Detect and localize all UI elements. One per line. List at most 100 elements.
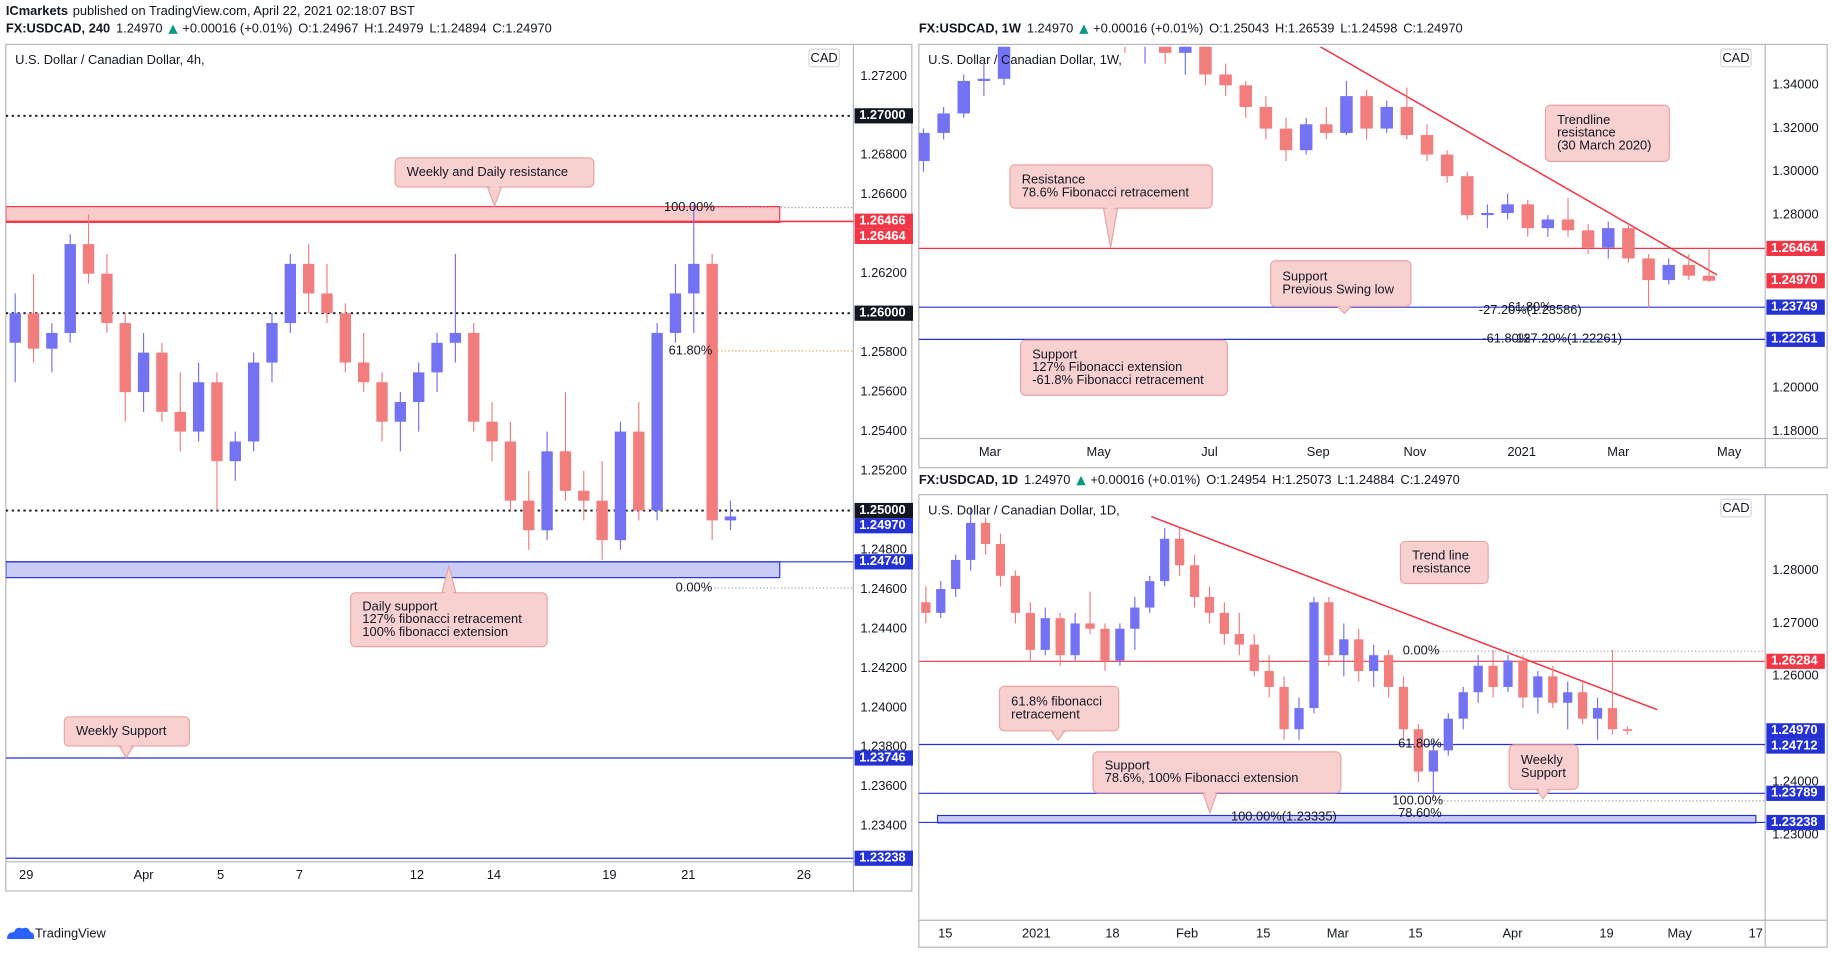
candle-body xyxy=(357,362,370,383)
y-tick-label: 1.23800 xyxy=(860,739,906,754)
candle-body xyxy=(1702,275,1716,281)
ohlc-label: C: xyxy=(492,21,505,36)
candle-body xyxy=(541,451,553,531)
price-label: 1.24712 xyxy=(1771,737,1817,752)
y-tick-label: 1.30000 xyxy=(1772,163,1818,178)
price-label: 1.24970 xyxy=(1771,722,1817,737)
price-label-box xyxy=(854,228,913,245)
ohlc-label: H: xyxy=(1275,21,1288,36)
x-tick-label: 19 xyxy=(1599,926,1613,941)
price-label: 1.27000 xyxy=(859,107,905,122)
ohlc-label: L: xyxy=(1337,472,1348,487)
callout-text: Trendline xyxy=(1557,112,1610,127)
candle-body xyxy=(1204,596,1215,613)
y-tick-label: 1.27000 xyxy=(1772,615,1818,630)
candle-body xyxy=(504,441,517,501)
symbol: FX:USDCAD, 1D xyxy=(919,472,1018,487)
candle-body xyxy=(1025,612,1035,650)
y-tick-label: 1.25200 xyxy=(860,462,906,477)
candle-body xyxy=(1174,538,1185,566)
ohlc-value: 1.26539 xyxy=(1288,21,1334,36)
candle-body xyxy=(1503,660,1513,687)
x-tick-label: Apr xyxy=(1502,926,1523,941)
ohlc-value: 1.24884 xyxy=(1348,472,1394,487)
candle-body xyxy=(1533,676,1543,698)
candle-body xyxy=(633,431,645,511)
candle-body xyxy=(1420,135,1434,155)
candle-body xyxy=(1160,538,1170,582)
x-tick-label: 21 xyxy=(681,867,695,882)
candle-body xyxy=(27,313,40,349)
candle-body xyxy=(1481,212,1494,216)
price-label: 1.26466 xyxy=(859,213,905,228)
x-tick-label: Mar xyxy=(1607,444,1630,459)
ohlc-label: L: xyxy=(1340,21,1351,36)
callout-text: Support xyxy=(1032,346,1077,361)
trendline xyxy=(1319,46,1718,276)
y-tick-label: 1.18000 xyxy=(1772,423,1818,438)
price-label: 1.23238 xyxy=(859,850,905,865)
price-label: 1.24970 xyxy=(859,517,905,532)
callout-text: Resistance xyxy=(1022,171,1086,186)
callout-seam xyxy=(119,744,133,749)
callout-text: 78.6%, 100% Fibonacci extension xyxy=(1105,770,1299,785)
x-tick-label: 12 xyxy=(410,867,424,882)
x-tick-label: 29 xyxy=(19,867,33,882)
x-tick-label: Sep xyxy=(1307,444,1330,459)
candle-body xyxy=(1294,708,1304,730)
candle-body xyxy=(302,263,315,294)
symbol: FX:USDCAD, 1W xyxy=(919,21,1022,36)
candle-body xyxy=(394,401,407,422)
callout-text: Daily support xyxy=(362,598,437,613)
x-tick-label: 15 xyxy=(1408,926,1422,941)
x-tick-label: 15 xyxy=(1256,926,1270,941)
ohlc-label: O: xyxy=(1206,472,1220,487)
candle-body xyxy=(706,263,718,521)
candle-body xyxy=(339,313,352,363)
candle-body xyxy=(376,382,388,422)
candle-body xyxy=(1100,628,1110,661)
candle-body xyxy=(995,544,1006,576)
candle-body xyxy=(1622,729,1633,731)
y-tick-label: 1.23000 xyxy=(1772,826,1818,841)
y-tick-label: 1.25800 xyxy=(860,344,906,359)
fib-label: 100.00%(1.23335) xyxy=(1231,809,1337,824)
price-label-box xyxy=(854,554,913,570)
ohlc-value: 1.24970 xyxy=(1416,21,1462,36)
y-tick-label: 1.25400 xyxy=(860,423,906,438)
fib-label: 78.60% xyxy=(1398,805,1442,820)
x-tick-label: Mar xyxy=(979,444,1002,459)
candle-body xyxy=(1219,612,1230,635)
x-tick-label: 2021 xyxy=(1507,444,1536,459)
y-tick-label: 1.26000 xyxy=(1772,668,1818,683)
candle-body xyxy=(1682,264,1696,276)
callout-seam xyxy=(1051,729,1065,734)
candle-body xyxy=(1199,46,1212,75)
candle-body xyxy=(688,263,700,294)
callout-text: Trend line xyxy=(1412,547,1469,562)
candle-body xyxy=(1473,665,1483,693)
price-label: 1.26464 xyxy=(1771,240,1818,255)
callout-box xyxy=(1544,104,1670,162)
candle-body xyxy=(1541,219,1555,229)
fib-label: -61.80% xyxy=(1482,331,1530,346)
price-label-box xyxy=(1766,814,1825,831)
candle-body xyxy=(46,332,58,349)
candle-body xyxy=(1501,204,1514,213)
candle-body xyxy=(1458,692,1468,719)
candle-body xyxy=(247,362,260,442)
x-tick-label: May xyxy=(1717,444,1742,459)
candle-body xyxy=(997,46,1011,79)
price-change: +0.00016 (+0.01%) xyxy=(182,21,292,36)
ohlc-value: 1.24979 xyxy=(377,21,423,36)
candle-body xyxy=(1443,718,1453,751)
candle-body xyxy=(156,352,168,412)
candle-body xyxy=(1488,665,1498,687)
candle-body xyxy=(1440,154,1454,177)
